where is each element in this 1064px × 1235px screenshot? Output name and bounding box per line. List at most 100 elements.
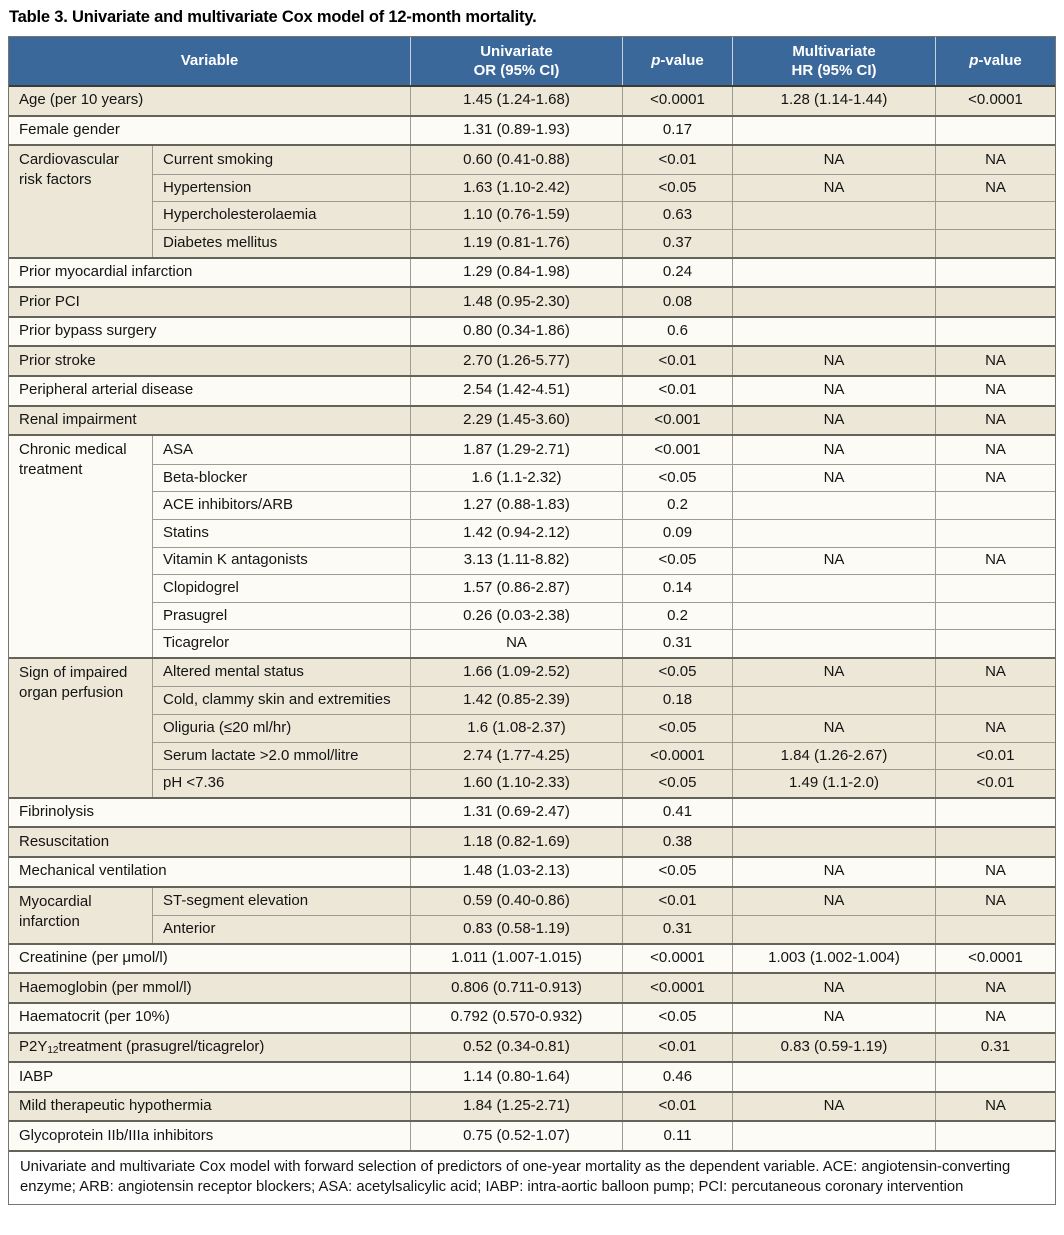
multivariate-hr-cell: 1.28 (1.14-1.44) [733,87,936,115]
variable-label-part: treatment (prasugrel/ticagrelor) [58,1038,265,1056]
variable-cell: Resuscitation [9,828,411,857]
multivariate-header-line1: Multivariate [792,42,876,60]
p-value-cell: <0.001 [623,406,733,435]
table-row-group: Sign of impaired organ perfusion Altered … [9,656,1055,797]
multivariate-hr-cell: NA [733,547,936,575]
p-value-cell [936,630,1055,657]
simple-row-layout: Haemoglobin (per mmol/l) 0.806 (0.711-0.9… [9,974,1055,1002]
multivariate-hr-cell [733,687,936,715]
multivariate-hr-cell: NA [733,715,936,742]
p-value-cell: 0.17 [623,116,733,145]
p-value-cell: <0.01 [623,1092,733,1121]
p-value-cell: 0.18 [623,687,733,715]
univariate-or-cell: 2.74 (1.77-4.25) [411,742,623,770]
univariate-or-cell: 0.52 (0.34-0.81) [411,1033,623,1062]
multivariate-hr-cell [733,317,936,346]
variable-cell: Beta-blocker [153,464,411,492]
p-value-cell: NA [985,862,1006,880]
p-value-cell: <0.01 [623,1033,733,1062]
table-sub-row: ASA 1.87 (1.29-2.71) <0.001 NA NA [153,436,1055,464]
table-row: Prior myocardial infarction 1.29 (0.84-1.… [9,256,1055,287]
multivariate-hr-cell: NA [733,376,936,405]
p-value-cell: <0.01 [623,376,733,405]
simple-row-layout: Glycoprotein IIb/IIIa inhibitors 0.75 (0.… [9,1122,1055,1150]
univariate-or-cell: 1.31 (0.69-2.47) [411,798,623,827]
multivariate-hr-cell [733,229,936,257]
p-value-cell: NA [985,718,1006,736]
variable-cell: Creatinine (per μmol/l) [9,944,411,973]
p-value-cell: 0.38 [623,828,733,857]
variable-cell: Hypercholesterolaemia [153,202,411,229]
table-sub-row: Anterior 0.83 (0.58-1.19) 0.31 [153,915,1055,943]
group-sub-rows: ST-segment elevation 0.59 (0.40-0.86) <0.0… [153,887,1055,943]
cox-model-table: Variable Univariate OR (95% CI) p-value … [8,36,1056,1205]
variable-cell: Vitamin K antagonists [153,547,411,575]
p-value-cell: 0.37 [623,229,733,257]
p-value-cell: <0.001 [623,436,733,464]
table-body: Age (per 10 years) 1.45 (1.24-1.68) <0.000… [9,87,1055,1150]
multivariate-hr-cell [733,1063,936,1091]
univariate-or-cell: 2.29 (1.45-3.60) [411,406,623,435]
p-value-cell: <0.01 [623,146,733,174]
group-label-cell: Cardiovascular risk factors [9,146,153,257]
variable-cell: Mechanical ventilation [9,858,411,886]
univariate-or-cell: 0.83 (0.58-1.19) [411,916,623,943]
p-value-cell: 0.2 [623,602,733,630]
multivariate-hr-cell [733,258,936,287]
p-value-cell [936,492,1055,519]
table-sub-row: Cold, clammy skin and extremities 1.42 (0… [153,686,1055,715]
table-sub-row: Hypercholesterolaemia 1.10 (0.76-1.59) 0.6… [153,201,1055,229]
p-value-cell: 0.14 [623,575,733,602]
variable-cell: ST-segment elevation [153,887,411,916]
p-value-cell: <0.05 [623,658,733,687]
variable-cell: P2Y 12 treatment (prasugrel/ticagrelor) [9,1033,411,1062]
p-value-cell: NA [985,381,1006,399]
p-value-cell [936,828,1055,856]
table-sub-row: Prasugrel 0.26 (0.03-2.38) 0.2 [153,601,1055,630]
column-header-variable: Variable [9,37,411,85]
group-row-layout: Sign of impaired organ perfusion Altered … [9,658,1055,797]
multivariate-hr-cell: 1.003 (1.002-1.004) [733,944,936,973]
variable-cell: Prior PCI [9,288,411,316]
p-value-cell: NA [985,892,1006,910]
univariate-or-cell: 1.42 (0.85-2.39) [411,687,623,715]
multivariate-hr-cell: NA [733,174,936,202]
p-value-cell [936,575,1055,602]
multivariate-hr-cell: NA [733,146,936,174]
multivariate-hr-cell: NA [733,658,936,687]
variable-cell: Prior myocardial infarction [9,258,411,287]
p-value-cell: 0.09 [623,519,733,547]
table-footnote: Univariate and multivariate Cox model wi… [9,1149,1055,1204]
simple-row-layout: Resuscitation 1.18 (0.82-1.69) 0.38 [9,828,1055,857]
variable-cell: Female gender [9,116,411,145]
p-value-cell [936,230,1055,257]
table-row-group: Chronic medical treatment ASA 1.87 (1.29-2… [9,434,1055,657]
variable-cell: Statins [153,519,411,547]
p-value-cell: 0.31 [623,916,733,943]
multivariate-hr-cell: 1.49 (1.1-2.0) [733,770,936,797]
univariate-or-cell: 1.6 (1.1-2.32) [411,464,623,492]
p-value-cell: 0.08 [623,288,733,316]
p-value-cell: NA [985,978,1006,996]
univariate-or-cell: 1.60 (1.10-2.33) [411,770,623,797]
variable-cell: Fibrinolysis [9,798,411,827]
p-value-cell: NA [985,150,1006,168]
p-value-cell: NA [985,1097,1006,1115]
variable-cell: Age (per 10 years) [9,87,411,115]
p-value-cell: 0.31 [623,630,733,657]
table-row: Creatinine (per μmol/l) 1.011 (1.007-1.01… [9,942,1055,973]
table-row: Age (per 10 years) 1.45 (1.24-1.68) <0.000… [9,87,1055,115]
table-row: Glycoprotein IIb/IIIa inhibitors 0.75 (0.… [9,1120,1055,1150]
table-row: Prior PCI 1.48 (0.95-2.30) 0.08 [9,286,1055,316]
variable-cell: Clopidogrel [153,575,411,602]
variable-label-part: P2Y [19,1038,48,1056]
multivariate-hr-cell [733,575,936,602]
variable-cell: Prasugrel [153,602,411,630]
variable-cell: pH <7.36 [153,770,411,797]
variable-cell: Oliguria (≤20 ml/hr) [153,715,411,742]
p-value-cell: <0.05 [623,174,733,202]
variable-cell: Anterior [153,916,411,943]
table-sub-row: Oliguria (≤20 ml/hr) 1.6 (1.08-2.37) <0.05… [153,714,1055,742]
p-value-cell: <0.05 [623,464,733,492]
univariate-or-cell: 1.57 (0.86-2.87) [411,575,623,602]
